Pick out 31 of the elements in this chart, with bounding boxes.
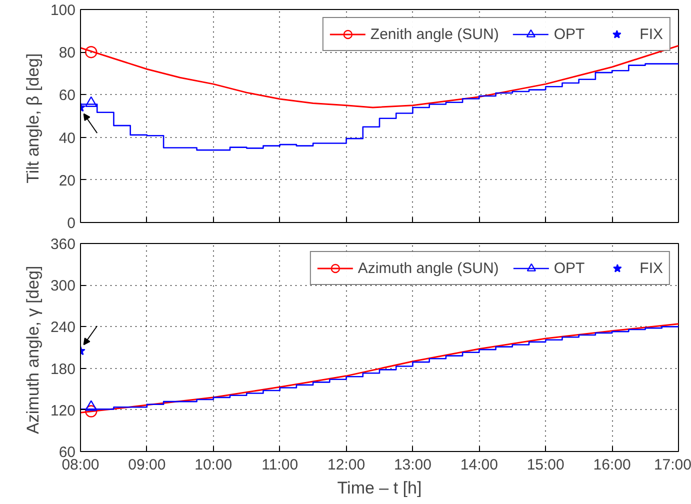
y-tick-label: 60 [58, 87, 76, 104]
x-tick-label: 14:00 [460, 456, 498, 474]
x-tick-label: 17:00 [654, 456, 691, 474]
x-tick-label: 13:00 [394, 456, 432, 474]
legend-label: Zenith angle (SUN) [370, 26, 499, 42]
x-tick-label: 11:00 [262, 456, 298, 474]
y-tick-label: 40 [58, 130, 76, 147]
x-tick-label: 10:00 [194, 456, 232, 474]
x-tick-label: 09:00 [128, 456, 166, 474]
x-axis-title: Time – t [h] [337, 478, 422, 498]
x-tick-label: 16:00 [593, 456, 631, 474]
y-tick-label: 0 [67, 215, 76, 232]
y-tick-label: 80 [58, 44, 76, 62]
x-tick-label: 12:00 [328, 456, 366, 474]
x-tick-label: 15:00 [526, 456, 564, 474]
y-tick-label: 20 [58, 172, 76, 190]
y-axis-title: Tilt angle, β [deg] [23, 53, 42, 184]
y-tick-label: 300 [50, 278, 76, 295]
legend-label: OPT [554, 26, 585, 42]
y-tick-label: 120 [50, 402, 76, 420]
y-tick-label: 180 [50, 360, 76, 378]
x-tick-label: 08:00 [62, 456, 100, 474]
legend-label: Azimuth angle (SUN) [358, 260, 499, 276]
legend-label: OPT [554, 260, 585, 276]
y-tick-label: 360 [50, 236, 76, 253]
legend-label: FIX [640, 26, 663, 42]
line-series [80, 44, 678, 108]
y-axis-title: Azimuth angle, γ [deg] [23, 266, 42, 434]
y-tick-label: 240 [50, 319, 76, 336]
legend-label: FIX [640, 260, 663, 276]
y-tick-label: 100 [50, 2, 76, 19]
